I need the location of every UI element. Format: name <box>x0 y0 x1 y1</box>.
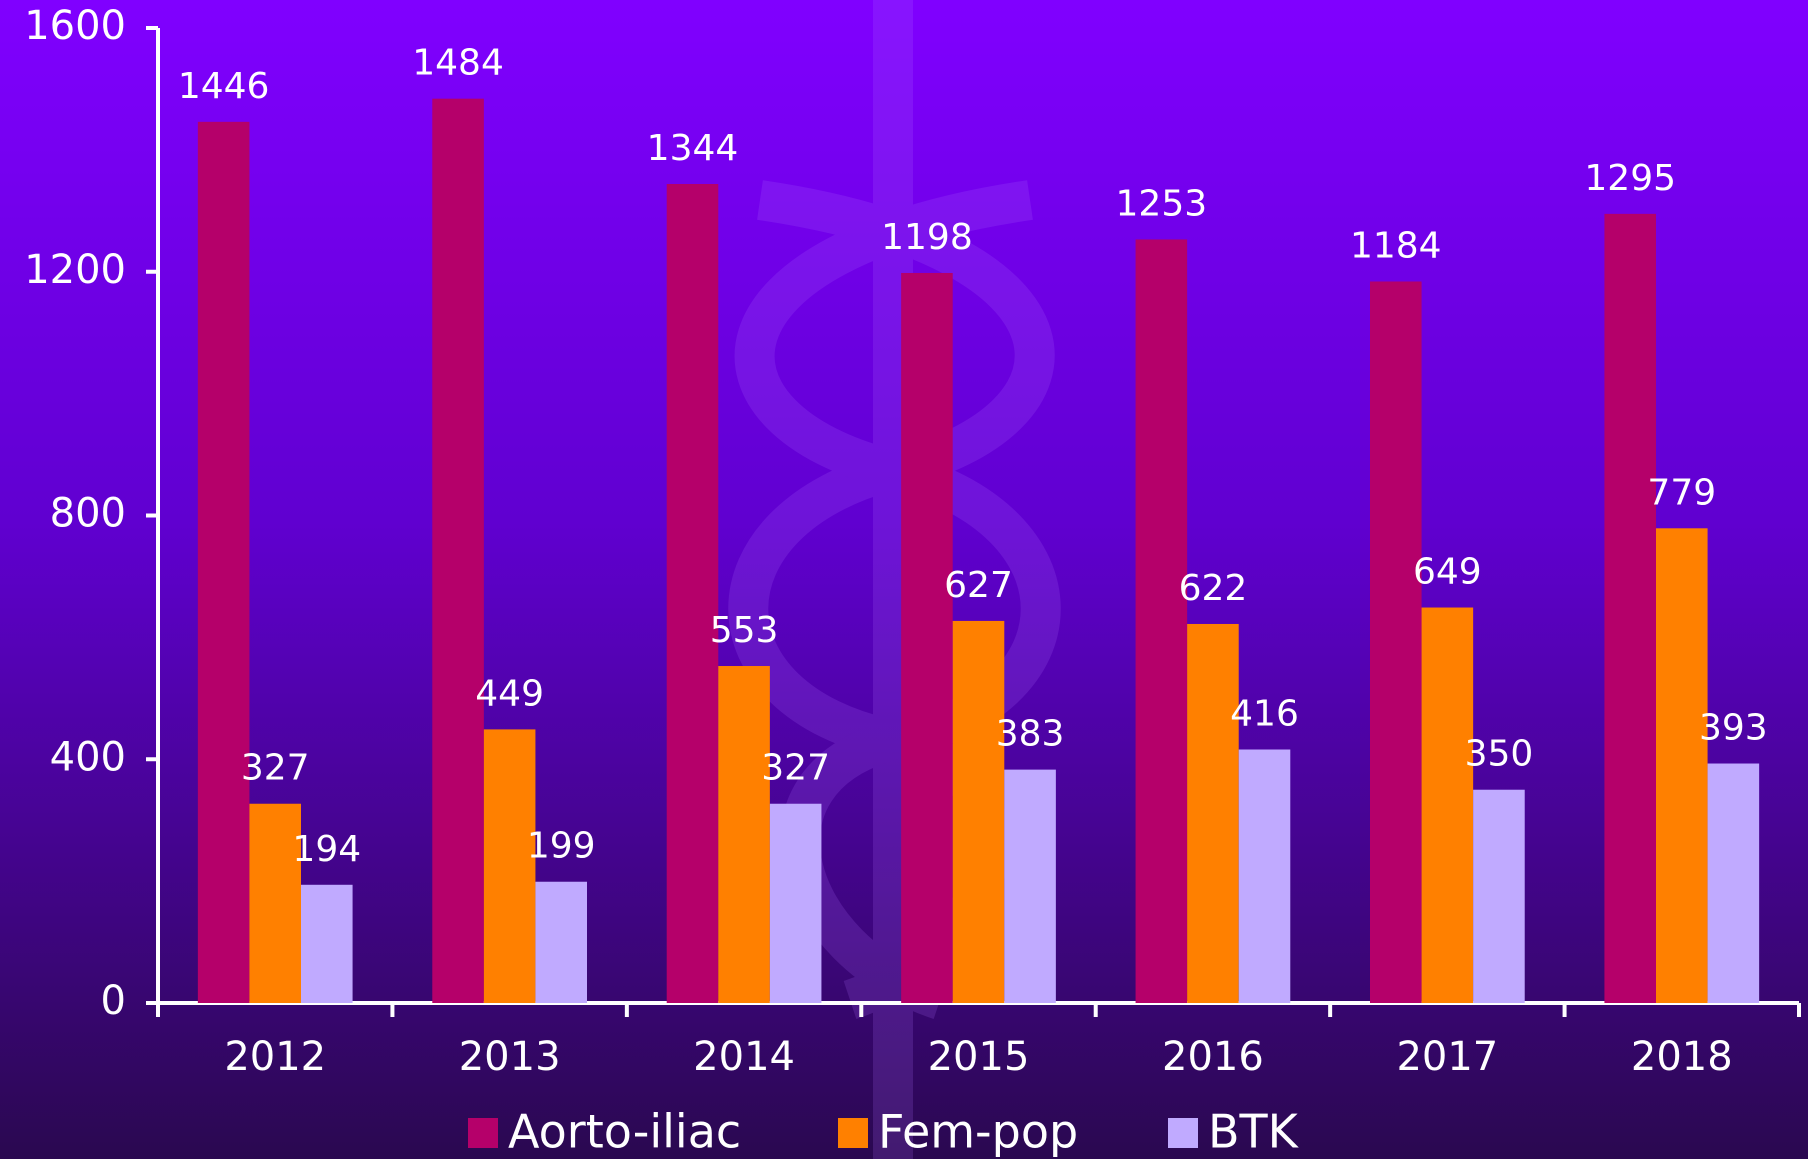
value-label: 622 <box>1179 568 1248 609</box>
x-tick-label: 2016 <box>1162 1034 1264 1080</box>
bar <box>301 884 353 1003</box>
bar <box>769 803 822 1003</box>
bar <box>901 272 953 1003</box>
bar <box>249 803 302 1003</box>
legend-label: BTK <box>1208 1105 1300 1159</box>
y-tick-label: 400 <box>50 734 126 780</box>
x-tick-label: 2018 <box>1631 1034 1733 1080</box>
value-label: 194 <box>292 829 361 870</box>
value-label: 553 <box>710 610 779 651</box>
bar <box>1473 789 1525 1003</box>
value-label: 1344 <box>647 128 739 169</box>
value-label: 416 <box>1230 694 1299 735</box>
value-label: 1198 <box>881 217 973 258</box>
value-label: 1446 <box>178 66 270 107</box>
value-label: 1184 <box>1350 226 1442 267</box>
bar <box>1187 623 1239 1003</box>
value-label: 1253 <box>1116 183 1208 224</box>
y-tick-label: 0 <box>101 978 126 1024</box>
y-tick-label: 1600 <box>24 3 126 49</box>
legend-swatch <box>838 1118 868 1148</box>
bar <box>1369 281 1422 1003</box>
bar <box>952 620 1005 1003</box>
bar <box>1604 213 1656 1003</box>
bar <box>1707 763 1760 1003</box>
bar <box>1421 607 1474 1003</box>
bar <box>535 881 588 1003</box>
x-tick-label: 2013 <box>459 1034 561 1080</box>
x-tick-label: 2012 <box>224 1034 326 1080</box>
x-tick-label: 2014 <box>693 1034 795 1080</box>
y-tick-label: 800 <box>50 491 126 537</box>
bar <box>666 184 719 1003</box>
x-tick-label: 2015 <box>928 1034 1030 1080</box>
bar <box>483 729 536 1003</box>
value-label: 627 <box>944 565 1013 606</box>
value-label: 327 <box>241 748 310 789</box>
value-label: 1484 <box>412 43 504 84</box>
bar <box>1004 769 1056 1003</box>
x-tick-label: 2017 <box>1396 1034 1498 1080</box>
value-label: 350 <box>1465 734 1534 775</box>
value-label: 393 <box>1699 708 1768 749</box>
legend-label: Aorto-iliac <box>508 1105 741 1159</box>
bar <box>197 121 250 1003</box>
value-label: 649 <box>1413 552 1482 593</box>
legend-swatch <box>468 1118 498 1148</box>
value-label: 779 <box>1647 472 1716 513</box>
value-label: 199 <box>527 826 596 867</box>
value-label: 1295 <box>1584 158 1676 199</box>
bar <box>432 98 484 1003</box>
bar <box>718 666 770 1003</box>
y-tick-label: 1200 <box>24 247 126 293</box>
value-label: 327 <box>761 748 830 789</box>
legend-swatch <box>1168 1118 1198 1148</box>
bar <box>1655 528 1708 1003</box>
bar <box>1238 749 1291 1003</box>
value-label: 383 <box>996 714 1065 755</box>
legend-label: Fem-pop <box>878 1105 1078 1159</box>
value-label: 449 <box>475 673 544 714</box>
bar <box>1135 239 1188 1003</box>
